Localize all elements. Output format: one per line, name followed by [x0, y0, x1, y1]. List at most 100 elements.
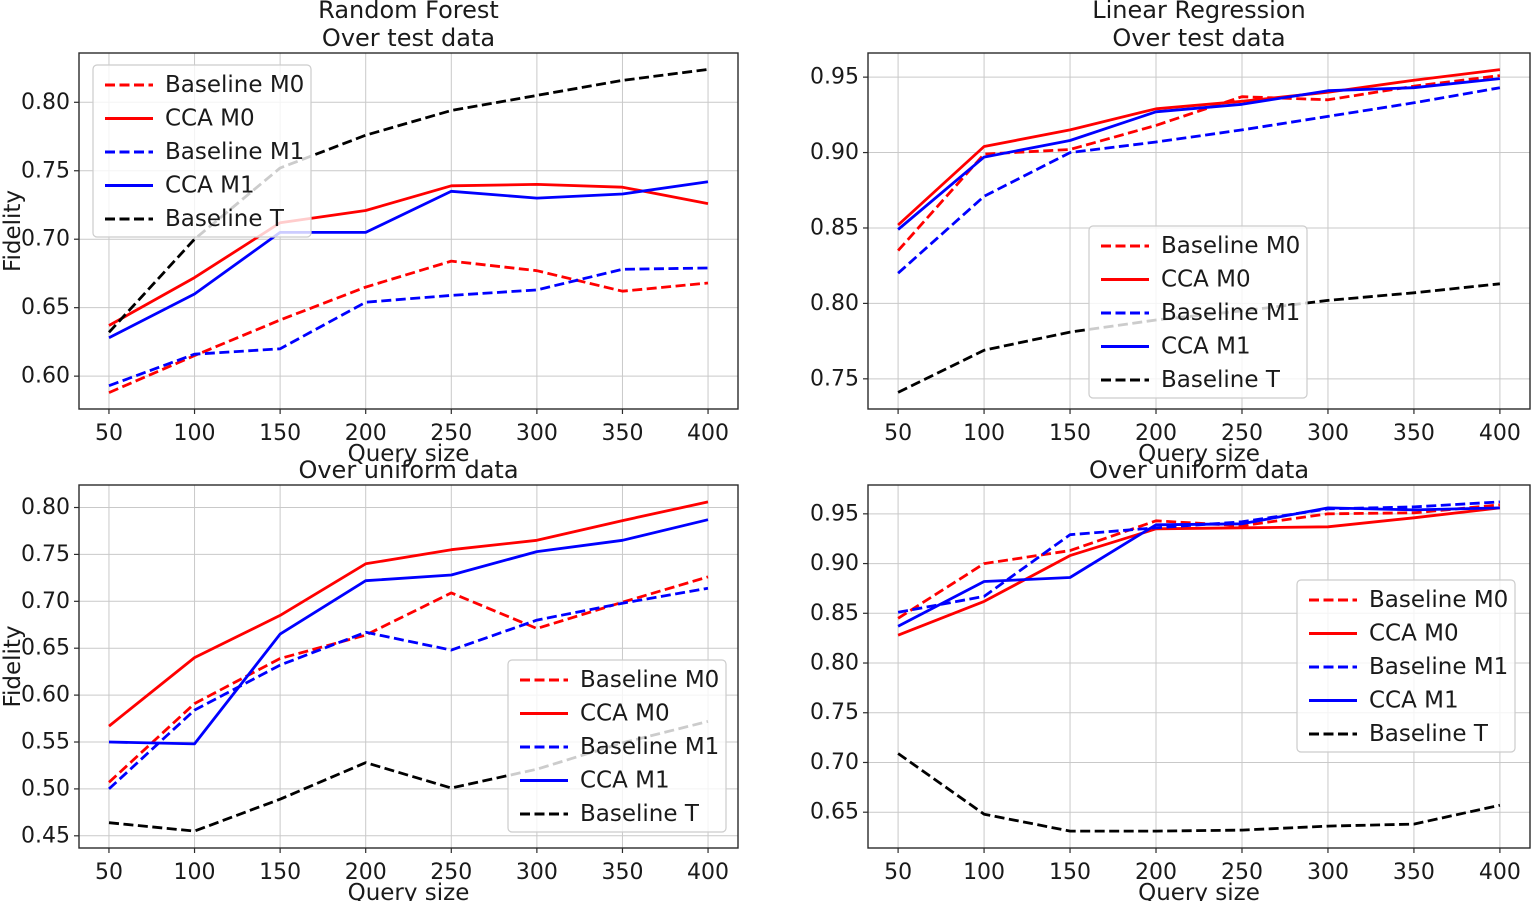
y-tick-label: 0.65: [810, 800, 859, 825]
series-line-baseline-m1: [108, 266, 709, 388]
x-tick-label: 50: [884, 421, 912, 446]
y-tick-label: 0.90: [810, 140, 859, 165]
legend: Baseline M0 CCA M0 Baseline M1 CCA M1 Baseli…: [92, 64, 312, 238]
legend: Baseline M0 CCA M0 Baseline M1 CCA M1 Baseli…: [507, 659, 727, 833]
x-tick-label: 150: [259, 421, 301, 446]
tick-marks: [863, 513, 1501, 853]
x-tick-label: 300: [516, 860, 558, 885]
tick-marks: [74, 506, 709, 853]
x-tick-label: 100: [963, 860, 1005, 885]
x-tick-label: 400: [1479, 421, 1521, 446]
legend: Baseline M0 CCA M0 Baseline M1 CCA M1 Baseli…: [1296, 579, 1516, 753]
tick-marks: [74, 101, 709, 414]
x-tick-label: 400: [687, 860, 729, 885]
legend-label: CCA M1: [1369, 688, 1459, 714]
legend-label: Baseline T: [1369, 721, 1489, 747]
x-axis-label: Query size: [1138, 880, 1260, 901]
series-line-cca-m0: [897, 68, 1501, 227]
x-tick-label: 200: [1135, 860, 1177, 885]
legend-box: [507, 659, 727, 833]
x-tick-label: 100: [963, 421, 1005, 446]
y-tick-label: 0.75: [21, 542, 70, 567]
legend-entry-baseline-t: Baseline T: [1101, 367, 1281, 393]
x-axis-label: Query size: [348, 880, 470, 901]
legend-label: CCA M0: [1369, 621, 1459, 647]
y-tick-label: 0.65: [21, 295, 70, 320]
chart-title: Over test data: [1112, 24, 1285, 52]
x-tick-label: 400: [687, 421, 729, 446]
chart-random-forest-test: 50 100 150 200 250 300 350 400 0.60 0.65 0.70 0.75 0…: [0, 0, 739, 467]
chart-linear-regression-test: 50 100 150 200 250 300 350 400 0.75 0.80 0.85 0.90 0…: [810, 0, 1531, 467]
legend-label: Baseline M0: [1161, 233, 1300, 259]
legend-entry-cca-m1: CCA M1: [520, 768, 670, 794]
legend-box: [1296, 579, 1516, 753]
x-tick-label: 300: [1307, 860, 1349, 885]
y-tick-label: 0.70: [21, 227, 70, 252]
y-tick-label: 0.60: [21, 364, 70, 389]
y-tick-label: 0.55: [21, 730, 70, 755]
chart-random-forest-uniform: 50 100 150 200 250 300 350 400 0.45 0.50 0.55 0.60 0…: [0, 456, 739, 901]
chart-linear-regression-uniform: 50 100 150 200 250 300 350 400 0.65 0.70 0.75 0.80 0…: [810, 456, 1531, 901]
y-tick-label: 0.70: [21, 589, 70, 614]
legend-label: CCA M1: [1161, 334, 1251, 360]
x-tick-label: 200: [345, 421, 387, 446]
legend-label: Baseline T: [580, 801, 700, 827]
legend-label: Baseline M1: [580, 734, 719, 760]
legend: Baseline M0 CCA M0 Baseline M1 CCA M1 Baseli…: [1088, 225, 1308, 399]
x-tick-label: 50: [95, 860, 123, 885]
series-line-cca-m0: [108, 182, 709, 327]
legend-entry-cca-m0: CCA M0: [105, 106, 255, 132]
x-tick-label: 100: [174, 421, 216, 446]
y-tick-label: 0.75: [810, 700, 859, 725]
legend-entry-cca-m0: CCA M0: [520, 701, 670, 727]
legend-label: Baseline M0: [165, 72, 304, 98]
chart-title: Over uniform data: [298, 456, 518, 484]
legend-label: CCA M1: [165, 173, 255, 199]
x-tick-label: 350: [601, 421, 643, 446]
y-tick-label: 0.80: [810, 291, 859, 316]
legend-entry-cca-m0: CCA M0: [1101, 267, 1251, 293]
chart-title: Over test data: [322, 24, 495, 52]
legend-label: Baseline T: [165, 206, 285, 232]
x-tick-label: 50: [884, 860, 912, 885]
x-tick-label: 100: [174, 860, 216, 885]
series-line-baseline-m1: [897, 86, 1501, 275]
x-tick-label: 350: [1393, 860, 1435, 885]
series-line-cca-m1: [108, 518, 709, 746]
y-tick-label: 0.65: [21, 636, 70, 661]
series-line-baseline-m1: [108, 586, 709, 790]
x-axis-label: Query size: [1138, 441, 1260, 467]
x-tick-label: 400: [1479, 860, 1521, 885]
axes-frame: [78, 52, 739, 410]
x-tick-label: 300: [516, 421, 558, 446]
legend-label: CCA M0: [165, 106, 255, 132]
series-line-baseline-m0: [108, 575, 709, 784]
x-tick-label: 250: [430, 860, 472, 885]
legend-box: [1088, 225, 1308, 399]
tick-marks: [863, 76, 1501, 414]
x-tick-label: 150: [259, 860, 301, 885]
legend-entry-cca-m1: CCA M1: [1309, 688, 1459, 714]
x-tick-label: 350: [1393, 421, 1435, 446]
y-tick-label: 0.60: [21, 683, 70, 708]
y-axis-label: Fidelity: [0, 625, 26, 707]
x-tick-label: 150: [1049, 421, 1091, 446]
y-tick-label: 0.85: [810, 215, 859, 240]
chart-title: Over uniform data: [1089, 456, 1309, 484]
legend-entry-baseline-m1: Baseline M1: [1309, 654, 1508, 680]
legend-label: Baseline M0: [1369, 587, 1508, 613]
legend-entry-baseline-m0: Baseline M0: [1101, 233, 1300, 259]
legend-entry-cca-m1: CCA M1: [105, 173, 255, 199]
x-axis-label: Query size: [348, 441, 470, 467]
y-tick-label: 0.90: [810, 551, 859, 576]
legend-entry-baseline-t: Baseline T: [520, 801, 700, 827]
y-tick-label: 0.95: [810, 65, 859, 90]
series-line-baseline-m0: [897, 74, 1501, 252]
legend-label: Baseline M0: [580, 667, 719, 693]
series-line-baseline-m0: [108, 259, 709, 394]
legend-label: Baseline M1: [1369, 654, 1508, 680]
legend-label: CCA M0: [1161, 267, 1251, 293]
series-line-cca-m1: [897, 506, 1500, 628]
